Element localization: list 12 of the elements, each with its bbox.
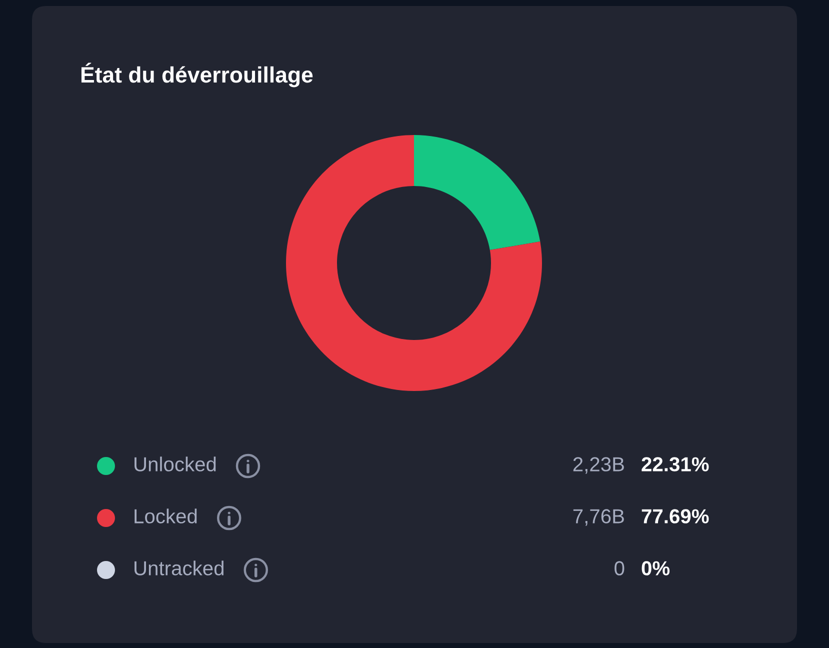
legend-label: Untracked bbox=[134, 560, 224, 576]
text: 7,76B bbox=[573, 509, 624, 526]
text: 2,23B bbox=[573, 457, 624, 474]
donut-slice bbox=[286, 135, 542, 391]
legend-label: Unlocked bbox=[134, 456, 216, 472]
legend-label: Locked bbox=[134, 508, 197, 524]
donut-slice bbox=[414, 135, 540, 250]
text: 0% bbox=[642, 561, 670, 576]
data-label: 22.31% bbox=[642, 457, 709, 472]
chart-title: État du déverrouillage bbox=[81, 62, 313, 88]
data-label: 77.69% bbox=[642, 509, 709, 524]
text: 0 bbox=[614, 561, 624, 576]
